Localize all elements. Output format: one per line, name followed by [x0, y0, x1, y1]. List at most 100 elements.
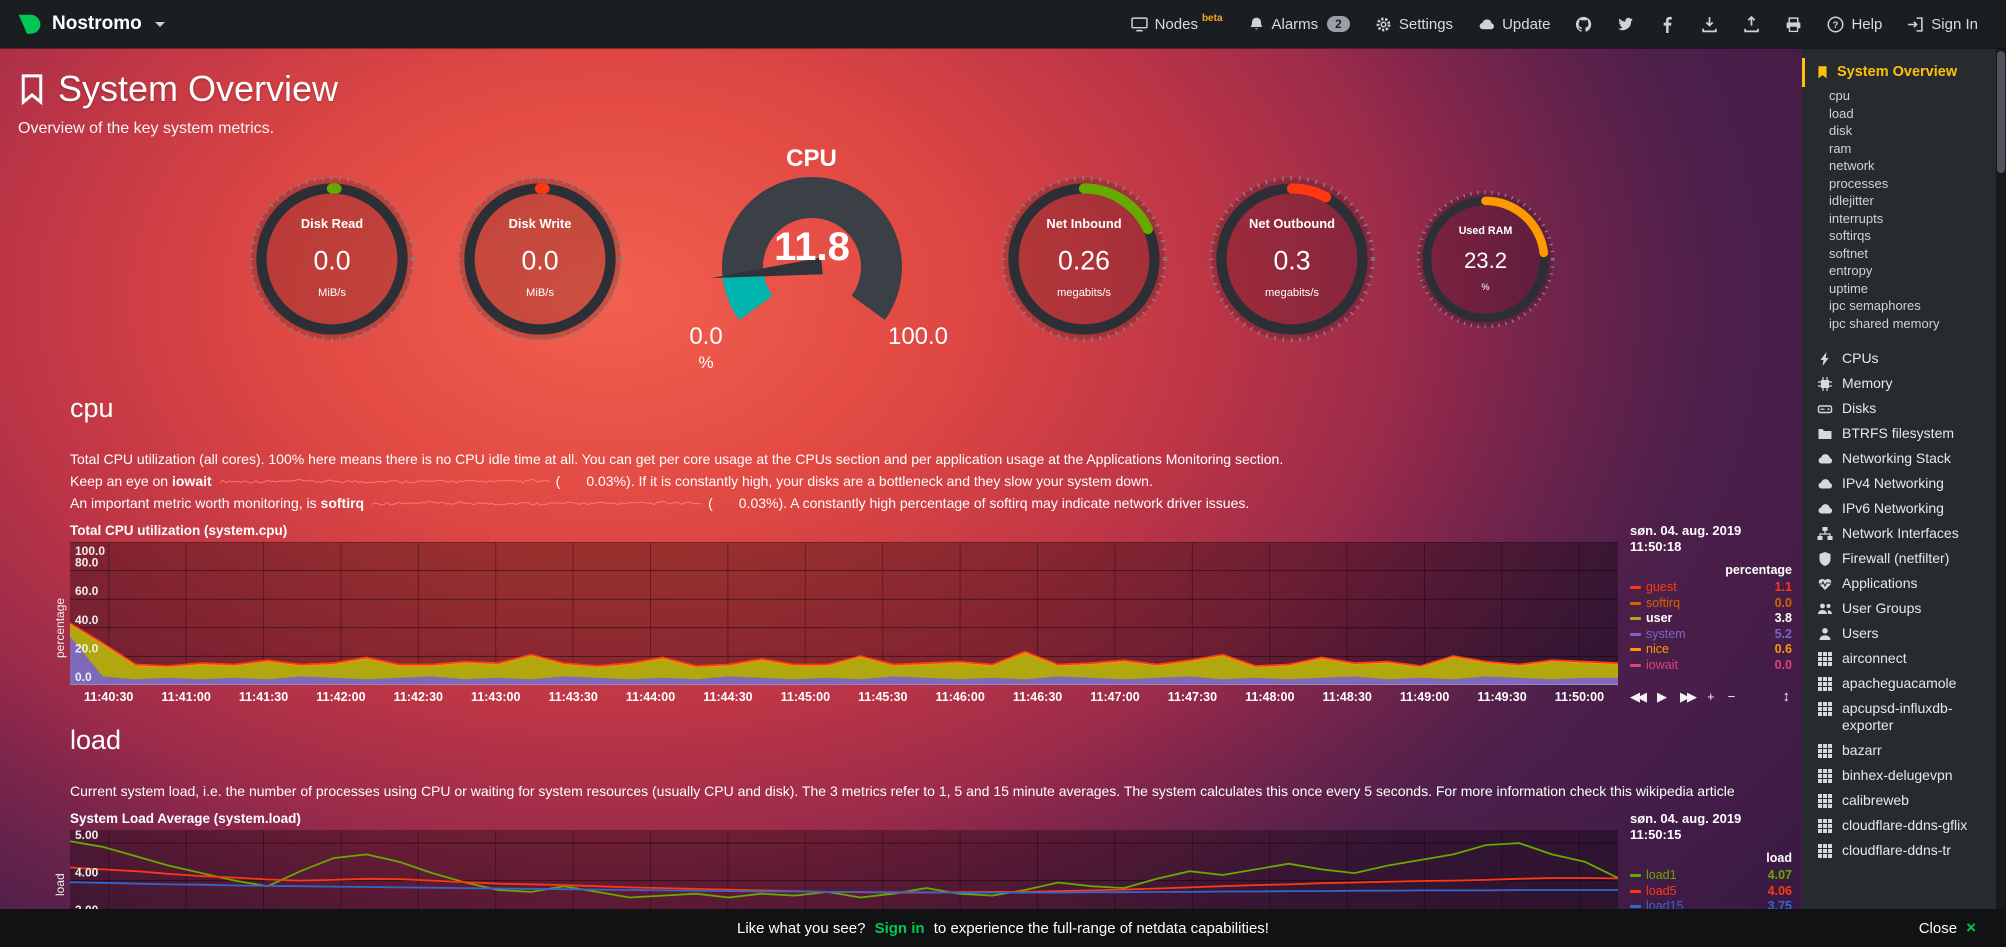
- sidebar-item-uptime[interactable]: uptime: [1829, 280, 1869, 296]
- sidebar-item-apcupsd-influxdb-exporter[interactable]: apcupsd-influxdb-exporter: [1802, 696, 1996, 738]
- toolbar-pan-right-button[interactable]: ▶▶: [1680, 688, 1697, 704]
- sidebar-item-disk[interactable]: disk: [1829, 123, 1853, 138]
- sidebar-item-ram[interactable]: ram: [1829, 140, 1852, 156]
- gauge-net-outbound[interactable]: Net Outbound 0.3 megabits/s: [1206, 173, 1378, 350]
- nav-item-twitter[interactable]: [1617, 16, 1634, 33]
- svg-text:?: ?: [1833, 19, 1839, 30]
- sidebar-item-calibreweb[interactable]: calibreweb: [1802, 788, 1996, 813]
- node-selector[interactable]: Nostromo: [16, 11, 165, 37]
- svg-text:%: %: [698, 353, 713, 372]
- nav-item-download[interactable]: [1701, 16, 1718, 33]
- disk-write-gauge-svg: Disk Write 0.0 MiB/s: [456, 176, 623, 342]
- legend-item-load5[interactable]: load5 4.06: [1630, 884, 1792, 900]
- sidebar-item-ipv4-networking[interactable]: IPv4 Networking: [1802, 471, 1996, 496]
- sidebar-item-bazarr[interactable]: bazarr: [1802, 738, 1996, 763]
- x-tick-label: 11:48:00: [1245, 690, 1295, 704]
- sidebar-item-ipc-shared-memory[interactable]: ipc shared memory: [1829, 315, 1940, 331]
- legend-item-nice[interactable]: nice 0.6: [1630, 642, 1792, 658]
- sidebar-item-btrfs-filesystem[interactable]: BTRFS filesystem: [1802, 421, 1996, 446]
- sidebar-item-interrupts[interactable]: interrupts: [1829, 210, 1884, 226]
- x-tick-label: 11:46:00: [935, 690, 985, 704]
- disk-read-gauge-svg: Disk Read 0.0 MiB/s: [248, 176, 415, 342]
- legend-item-system[interactable]: system 5.2: [1630, 627, 1792, 643]
- grid-icon: [1817, 743, 1833, 759]
- sidebar-item-binhex-delugevpn[interactable]: binhex-delugevpn: [1802, 763, 1996, 788]
- nav-item-update[interactable]: Update: [1478, 16, 1550, 33]
- legend-item-iowait[interactable]: iowait 0.0: [1630, 658, 1792, 674]
- chip-icon: [1817, 376, 1833, 392]
- nav-item-nodes[interactable]: Nodes beta: [1130, 13, 1223, 33]
- legend-item-softirq[interactable]: softirq 0.0: [1630, 596, 1792, 612]
- gauge-cpu[interactable]: CPU 11.8 0.0 100.0%: [662, 146, 962, 377]
- gauge-disk-write[interactable]: Disk Write 0.0 MiB/s: [454, 173, 626, 350]
- sidebar-item-ipv6-networking[interactable]: IPv6 Networking: [1802, 496, 1996, 521]
- iowait-sparkline[interactable]: [219, 472, 550, 489]
- sidebar-item-applications[interactable]: Applications: [1802, 571, 1996, 596]
- sidebar-item-firewall-netfilter[interactable]: Firewall (netfilter): [1802, 546, 1996, 571]
- sidebar-item-apacheguacamole[interactable]: apacheguacamole: [1802, 671, 1996, 696]
- sidebar-item-system-overview[interactable]: System Overview: [1802, 58, 1996, 87]
- gauge-used-ram[interactable]: Used RAM 23.2%: [1414, 188, 1557, 336]
- cloud-icon: [1478, 16, 1495, 33]
- gauge-net-inbound[interactable]: Net Inbound 0.26 megabits/s: [998, 173, 1170, 350]
- chart-title: System Load Average (system.load): [70, 811, 301, 826]
- gauge-disk-read[interactable]: Disk Read 0.0 MiB/s: [246, 173, 418, 350]
- toolbar-pan-left-button[interactable]: ◀◀: [1630, 688, 1647, 704]
- svg-text:Disk Write: Disk Write: [508, 216, 571, 231]
- navbar-actions: Nodes beta Alarms 2 Settings Update ? Help Sign …: [1130, 13, 2006, 33]
- toolbar-play-button[interactable]: ▶: [1657, 688, 1667, 704]
- svg-text:Used RAM: Used RAM: [1458, 224, 1512, 236]
- nav-item-settings[interactable]: Settings: [1375, 16, 1453, 33]
- scrollbar-thumb[interactable]: [1997, 51, 2005, 173]
- svg-text:megabits/s: megabits/s: [1056, 287, 1110, 299]
- nav-item-print[interactable]: [1785, 16, 1802, 33]
- desc-text: ). If it is constantly high, your disks …: [626, 473, 1153, 489]
- softirq-sparkline[interactable]: [371, 494, 703, 511]
- sidebar-item-network-interfaces[interactable]: Network Interfaces: [1802, 521, 1996, 546]
- sidebar-item-softirqs[interactable]: softirqs: [1829, 228, 1871, 243]
- sidebar-item-user-groups[interactable]: User Groups: [1802, 596, 1996, 621]
- close-button[interactable]: Close ×: [1919, 918, 1976, 938]
- nav-item-alarms[interactable]: Alarms 2: [1248, 16, 1350, 33]
- sidebar-item-disks[interactable]: Disks: [1802, 396, 1996, 421]
- nav-item-upload[interactable]: [1743, 15, 1760, 33]
- x-tick-label: 11:43:30: [548, 690, 598, 704]
- sidebar-item-load[interactable]: load: [1829, 105, 1854, 121]
- sidebar-item-idlejitter[interactable]: idlejitter: [1829, 193, 1874, 208]
- sidebar-item-cpus[interactable]: CPUs: [1802, 346, 1996, 371]
- legend-item-load1[interactable]: load1 4.07: [1630, 868, 1792, 884]
- toolbar-zoom-in-button[interactable]: +: [1707, 689, 1715, 704]
- sidebar-item-processes[interactable]: processes: [1829, 175, 1889, 191]
- sidebar-item-softnet[interactable]: softnet: [1829, 245, 1869, 261]
- cpu-description: Total CPU utilization (all cores). 100% …: [70, 452, 1794, 511]
- chart-resize-handle[interactable]: ↕: [1782, 688, 1791, 705]
- chart-title: Total CPU utilization (system.cpu): [70, 523, 288, 538]
- sidebar-item-cpu[interactable]: cpu: [1829, 88, 1850, 103]
- svg-text:0.26: 0.26: [1058, 245, 1110, 275]
- x-tick-label: 11:49:30: [1477, 690, 1527, 704]
- bolt-icon: [1817, 351, 1833, 367]
- sidebar-item-ipc-semaphores[interactable]: ipc semaphores: [1829, 298, 1921, 313]
- page-scrollbar[interactable]: [1996, 48, 2006, 947]
- sign-in-link[interactable]: Sign in: [874, 919, 925, 937]
- chart-canvas[interactable]: 0.0 20.0 40.0 60.0 80.0 100.0: [70, 541, 1618, 686]
- sidebar-item-network[interactable]: network: [1829, 158, 1875, 173]
- sidebar-item-cloudflare-ddns-gflix[interactable]: cloudflare-ddns-gflix: [1802, 813, 1996, 838]
- sidebar-item-entropy[interactable]: entropy: [1829, 263, 1873, 278]
- sidebar-item-memory[interactable]: Memory: [1802, 371, 1996, 396]
- sidebar-item-users[interactable]: Users: [1802, 621, 1996, 646]
- sidebar-item-airconnect[interactable]: airconnect: [1802, 646, 1996, 671]
- nav-item-sign-in[interactable]: Sign In: [1907, 16, 1978, 33]
- legend-item-guest[interactable]: guest 1.1: [1630, 580, 1792, 596]
- x-tick-label: 11:45:00: [780, 690, 831, 704]
- grid-icon: [1817, 651, 1833, 667]
- nav-item-help[interactable]: ? Help: [1827, 16, 1882, 33]
- nav-item-facebook[interactable]: [1659, 16, 1676, 33]
- toolbar-zoom-out-button[interactable]: −: [1727, 689, 1736, 704]
- legend-item-user[interactable]: user 3.8: [1630, 611, 1792, 627]
- nav-item-github[interactable]: [1575, 16, 1592, 33]
- sidebar: System Overview cpu load disk ram network proc…: [1802, 48, 1996, 947]
- sidebar-item-networking-stack[interactable]: Networking Stack: [1802, 446, 1996, 471]
- cpu-description-line1: Total CPU utilization (all cores). 100% …: [70, 451, 1284, 467]
- sidebar-item-cloudflare-ddns-tr[interactable]: cloudflare-ddns-tr: [1802, 838, 1996, 863]
